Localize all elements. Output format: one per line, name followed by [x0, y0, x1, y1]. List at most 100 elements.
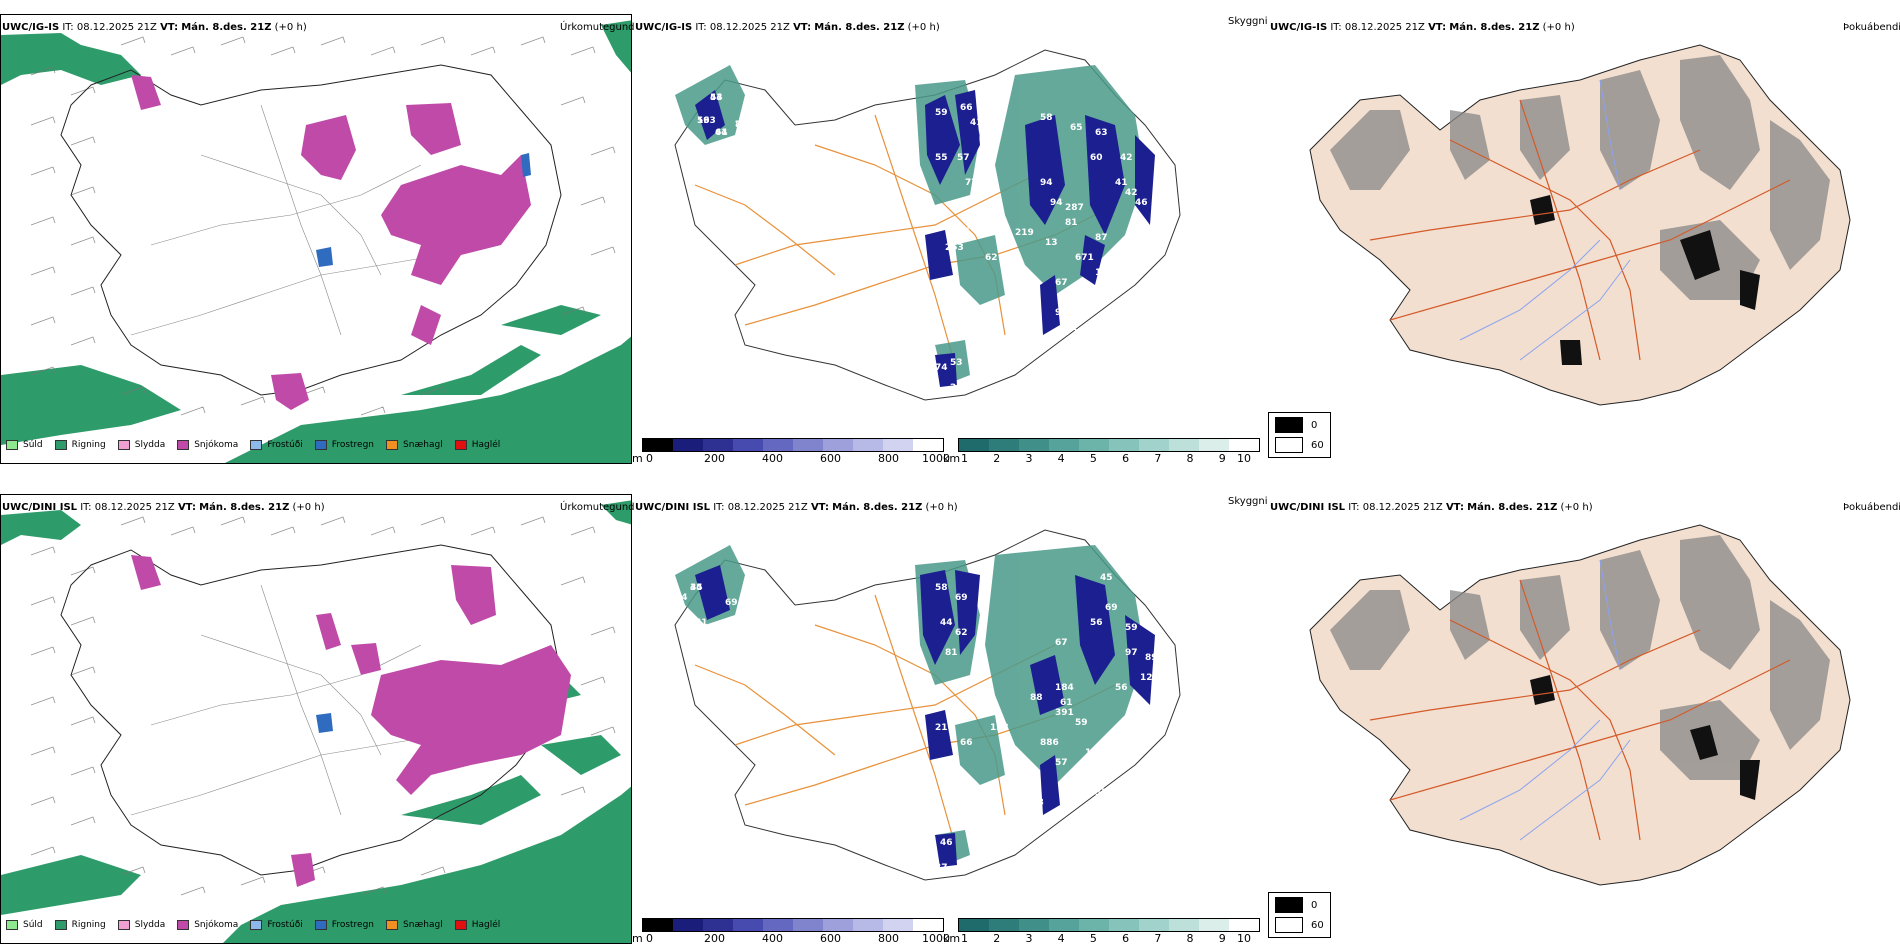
cb-segment	[793, 439, 823, 451]
vis-panel-bottom: 44 54 69 81 61 59 58 69 44 62 81 45 69 59 56 67 97 89 120 1…	[635, 515, 1265, 910]
fog-header-bottom: UWC/DINI ISL IT: 08.12.2025 21Z VT: Mán.…	[1270, 502, 1593, 513]
vis-value-label: 44	[715, 128, 728, 138]
issue-time: IT: 08.12.2025 21Z	[1330, 22, 1425, 33]
legend-swatch	[177, 440, 190, 450]
cb-segment	[1109, 919, 1139, 931]
dark-fog-areas	[1530, 195, 1760, 365]
valid-time: Mán. 8.des. 21Z	[199, 502, 290, 513]
precip-legend-bottom: Súld Rigning Slydda Snjókoma Frostúði Frostre…	[6, 920, 512, 930]
vis-value-label: 59	[1075, 718, 1088, 728]
colorbar-tick: 10	[1237, 932, 1251, 945]
cb-segment	[959, 439, 989, 451]
vis-value-label: 133	[990, 723, 1009, 733]
vis-value-label: 69	[725, 598, 738, 608]
cb-segment	[853, 919, 883, 931]
legend-swatch	[314, 440, 327, 450]
vis-value-label: 65	[1070, 123, 1083, 133]
colorbar-tick: 600	[820, 452, 841, 465]
legend-swatch	[454, 920, 467, 930]
colorbar-km-ticks-top: km 1 2 3 4 5 6 7 8 9 10	[943, 452, 1263, 466]
valid-time: Mán. 8.des. 21Z	[1467, 502, 1558, 513]
vis-value-label: 69	[955, 593, 968, 603]
colorbar-unit: km	[943, 932, 961, 945]
legend-swatch	[250, 920, 263, 930]
frost-areas-bottom	[316, 713, 333, 733]
fog-legend-swatch	[1275, 437, 1303, 453]
vis-value-label: 61	[715, 128, 728, 138]
vis-value-label: 391	[1055, 708, 1074, 718]
wind-barbs	[30, 516, 616, 896]
vis-value-label: 81	[735, 120, 748, 130]
cb-segment	[883, 439, 913, 451]
lead-time: (+0 h)	[925, 502, 958, 513]
legend-swatch	[177, 920, 190, 930]
fog-legend-label: 0	[1311, 419, 1318, 431]
dark-blue-vis	[695, 565, 1155, 867]
legend-item-rigning: Rigning	[54, 440, 106, 450]
fog-legend-row: 0	[1275, 897, 1324, 913]
fog-map-top	[1309, 44, 1851, 406]
legend-label: Snæhagl	[403, 920, 443, 930]
precip-title-top: Úrkomutegund	[560, 22, 635, 33]
vis-value-label: 86	[1155, 673, 1168, 683]
vis-value-label: 62	[955, 628, 968, 638]
cb-segment	[1169, 439, 1199, 451]
vis-value-label: 74	[935, 363, 948, 373]
legend-label: Súld	[23, 440, 43, 450]
vis-value-label: 58	[1040, 113, 1053, 123]
colorbar-unit: m	[632, 452, 643, 465]
dark-fog-areas	[1530, 675, 1760, 800]
colorbar-km-ticks-bottom: km 1 2 3 4 5 6 7 8 9 10	[943, 932, 1263, 946]
frost-areas-top	[316, 153, 531, 267]
vis-value-label: 304	[950, 228, 969, 238]
cb-segment	[913, 439, 943, 451]
vis-value-label: 54	[710, 93, 723, 103]
vis-value-label: 107	[1085, 748, 1104, 758]
model-name: UWC/DINI ISL	[1270, 502, 1346, 513]
colorbar-tick: 5	[1089, 452, 1097, 465]
colorbar-m-ticks-bottom: m 0 200 400 600 800 1000	[632, 932, 952, 946]
lead-time: (+0 h)	[1560, 502, 1593, 513]
cb-segment	[763, 919, 793, 931]
legend-item-snæhagl: Snæhagl	[386, 920, 443, 930]
vis-value-label: 67	[1055, 638, 1068, 648]
legend-label: Slydda	[134, 440, 166, 450]
valid-time-prefix: VT:	[160, 22, 179, 33]
vis-value-label: 81	[945, 648, 958, 658]
model-name: UWC/DINI ISL	[635, 502, 711, 513]
colorbar-tick: 9	[1218, 452, 1226, 465]
vis-value-label: 57	[1055, 758, 1068, 768]
cb-segment	[1229, 919, 1259, 931]
colorbar-tick: 400	[762, 452, 783, 465]
vis-value-label: 59	[705, 628, 718, 638]
legend-item-slydda: Slydda	[117, 440, 166, 450]
colorbar-tick: 7	[1154, 452, 1162, 465]
vis-value-label: 97	[1125, 648, 1138, 658]
legend-item-súld: Súld	[6, 920, 43, 930]
vis-title-top: Skyggni	[1228, 16, 1268, 27]
legend-swatch	[117, 440, 130, 450]
fog-title-top: Þokuábendi	[1843, 22, 1900, 33]
precip-map-top	[1, 20, 631, 463]
colorbar-tick: 7	[1154, 932, 1162, 945]
fog-roads	[1369, 579, 1791, 841]
colorbar-tick: 9	[1218, 932, 1226, 945]
vis-value-label: 41	[1115, 178, 1128, 188]
precip-header-top: UWC/IG-IS IT: 08.12.2025 21Z VT: Mán. 8.…	[2, 22, 307, 33]
legend-item-haglél: Haglél	[454, 440, 500, 450]
vis-value-label: 62	[985, 253, 998, 263]
iceland-outline-bottom	[60, 544, 562, 876]
vis-value-label: 67	[1055, 278, 1068, 288]
colorbar-unit: m	[632, 932, 643, 945]
iceland-outline-top	[60, 64, 562, 396]
vis-value-label: 69	[1105, 603, 1118, 613]
vis-value-label: 46	[940, 838, 953, 848]
vis-value-label: 37	[935, 863, 948, 873]
vis-value-label: 89	[1145, 653, 1158, 663]
legend-label: Rigning	[71, 920, 106, 930]
fog-header-top: UWC/IG-IS IT: 08.12.2025 21Z VT: Mán. 8.…	[1270, 22, 1575, 33]
colorbar-m-top	[642, 438, 944, 452]
vis-value-label: 88	[1030, 693, 1043, 703]
legend-label: Slydda	[134, 920, 166, 930]
